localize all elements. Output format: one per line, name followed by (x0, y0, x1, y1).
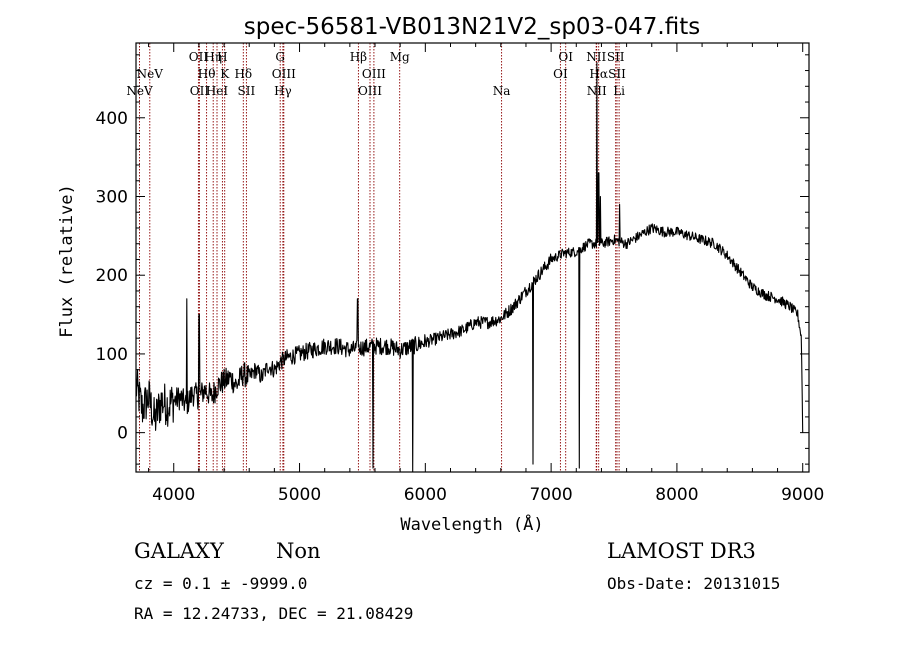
x-tick-label: 5000 (278, 485, 321, 505)
line-label: K (220, 67, 230, 81)
x-tick-label: 6000 (404, 485, 447, 505)
y-axis-label: Flux (relative) (57, 184, 77, 338)
redshift-info: cz = 0.1 ± -9999.0 (134, 574, 308, 593)
axis-ticks: 4000 5000 6000 7000 8000 9000 0 100 200 300 400 (96, 43, 824, 505)
spectrum-layer (135, 62, 804, 473)
line-label: Hθ (198, 67, 216, 81)
survey-name: LAMOST DR3 (607, 539, 756, 563)
line-label: G (275, 50, 285, 64)
y-tick-label: 300 (96, 187, 128, 207)
line-label: OIII (358, 84, 382, 98)
line-label: OIII (272, 67, 296, 81)
line-label: Li (613, 84, 625, 98)
plot-frame (135, 42, 810, 473)
x-tick-label: 8000 (655, 485, 698, 505)
coordinates-info: RA = 12.24733, DEC = 21.08429 (134, 604, 414, 623)
observation-date: Obs-Date: 20131015 (607, 574, 781, 593)
x-tick-label: 7000 (529, 485, 572, 505)
object-subclass: Non (276, 539, 321, 563)
line-label: Mg (390, 50, 410, 64)
object-class: GALAXY (134, 539, 224, 563)
line-label: Na (493, 84, 511, 98)
line-label: Hα (589, 67, 608, 81)
line-label: Hδ (234, 67, 252, 81)
line-label: H (217, 50, 227, 64)
line-label: OII (190, 84, 210, 98)
line-label: SII (238, 84, 256, 98)
line-label: Hγ (274, 84, 292, 98)
line-label: OIII (362, 67, 386, 81)
line-label: OI (558, 50, 573, 64)
y-tick-label: 0 (117, 424, 128, 444)
line-label: Hβ (350, 50, 367, 64)
line-label: NII (586, 50, 606, 64)
line-label: HeI (206, 84, 229, 98)
line-label: Hη (204, 50, 222, 64)
chart-title: spec-56581-VB013N21V2_sp03-047.fits (244, 14, 700, 40)
x-tick-label: 9000 (781, 485, 824, 505)
line-label: SII (607, 50, 625, 64)
y-tick-label: 200 (96, 266, 128, 286)
line-label: OII (189, 50, 209, 64)
y-tick-label: 400 (96, 109, 128, 129)
x-tick-label: 4000 (152, 485, 195, 505)
line-label: OI (553, 67, 568, 81)
y-tick-label: 100 (96, 345, 128, 365)
line-label: NII (587, 84, 607, 98)
emission-line-markers (139, 43, 620, 472)
spectrum-line (135, 62, 804, 473)
line-label: NeV (126, 84, 153, 98)
line-label: NeV (137, 67, 164, 81)
x-axis-label: Wavelength (Å) (400, 513, 543, 535)
line-label: SII (608, 67, 626, 81)
line-labels: NeV NeV OII OII Hθ Hη HeI HK Hδ SII G OIII Hγ Hβ OIII O… (126, 50, 626, 98)
